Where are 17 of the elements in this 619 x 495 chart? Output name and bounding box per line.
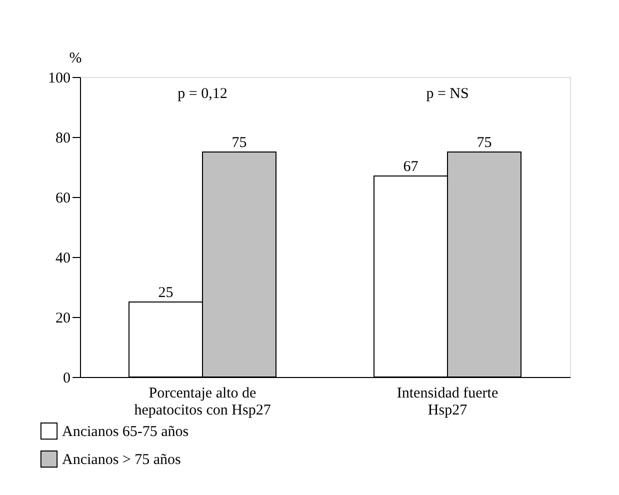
- x-tick-label: Porcentaje alto de hepatocitos con Hsp27: [134, 386, 272, 418]
- data-label: 25: [158, 285, 174, 301]
- y-tick-label: 60: [56, 190, 70, 206]
- annotation: p = NS: [426, 86, 469, 102]
- y-tick-label: 20: [56, 310, 70, 326]
- data-label: 67: [403, 159, 419, 175]
- y-tick-label: 0: [63, 370, 70, 386]
- annotation: p = 0,12: [178, 86, 228, 102]
- y-tick-label: 100: [48, 70, 70, 86]
- x-tick-label: Intensidad fuerte Hsp27: [396, 386, 498, 418]
- y-axis-title: %: [69, 50, 82, 66]
- y-tick-label: 40: [56, 250, 70, 266]
- data-label: 75: [232, 135, 247, 151]
- legend-label: Ancianos 65-75 años: [62, 424, 189, 440]
- data-label: 75: [476, 135, 492, 151]
- y-tick-label: 80: [56, 130, 70, 146]
- legend-label: Ancianos > 75 años: [62, 452, 182, 468]
